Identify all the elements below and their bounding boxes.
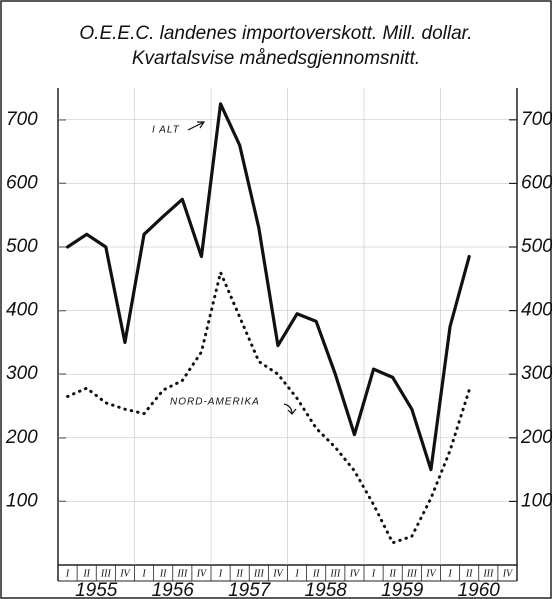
x-tick-label: IV: [272, 568, 284, 579]
y2-tick-label: 400: [521, 300, 552, 321]
year-label: 1959: [381, 580, 424, 599]
x-tick-label: III: [100, 568, 112, 579]
x-tick-label: I: [371, 568, 376, 579]
year-label: 1957: [228, 580, 272, 599]
x-tick-label: I: [141, 568, 146, 579]
x-tick-label: III: [482, 568, 494, 579]
arrow: [283, 403, 297, 415]
y2-tick-label: 700: [521, 109, 552, 130]
x-tick-label: III: [329, 568, 341, 579]
series-label: I ALT: [152, 125, 180, 136]
arrow: [187, 121, 206, 131]
y2-tick-label: 500: [521, 236, 552, 257]
year-label: 1955: [75, 580, 118, 599]
x-tick-label: IV: [425, 568, 437, 579]
y-tick-label: 200: [5, 427, 38, 448]
x-tick-label: I: [65, 568, 70, 579]
year-label: 1958: [305, 580, 348, 599]
x-tick-label: I: [218, 568, 223, 579]
series-line: [66, 270, 471, 545]
y2-tick-label: 600: [521, 172, 552, 193]
x-tick-label: IV: [502, 568, 514, 579]
x-tick-label: I: [294, 568, 299, 579]
y-tick-label: 700: [6, 109, 38, 130]
x-tick-label: IV: [349, 568, 361, 579]
y2-tick-label: 300: [521, 363, 552, 384]
x-tick-label: IV: [119, 568, 131, 579]
y-tick-label: 600: [6, 172, 38, 193]
x-tick-label: II: [312, 568, 320, 579]
x-tick-label: II: [82, 568, 90, 579]
y-tick-label: 500: [6, 236, 38, 257]
x-tick-label: III: [406, 568, 418, 579]
x-tick-label: III: [253, 568, 265, 579]
y2-tick-label: 100: [521, 490, 552, 511]
x-tick-label: I: [447, 568, 452, 579]
x-tick-label: II: [235, 568, 243, 579]
series-label: NORD-AMERIKA: [170, 397, 260, 408]
x-tick-label: II: [465, 568, 473, 579]
x-tick-label: II: [159, 568, 167, 579]
chart-title: O.E.E.C. landenes importoverskott. Mill.…: [79, 23, 472, 44]
year-label: 1956: [152, 580, 195, 599]
x-tick-label: II: [388, 568, 396, 579]
series-line: [65, 102, 471, 472]
chart-subtitle: Kvartalsvise månedsgjennomsnitt.: [132, 48, 420, 69]
y2-tick-label: 200: [520, 427, 552, 448]
x-tick-label: III: [176, 568, 188, 579]
y-tick-label: 300: [6, 363, 38, 384]
year-label: 1960: [458, 580, 501, 599]
x-tick-label: IV: [196, 568, 208, 579]
y-tick-label: 400: [6, 300, 38, 321]
y-tick-label: 100: [6, 490, 38, 511]
